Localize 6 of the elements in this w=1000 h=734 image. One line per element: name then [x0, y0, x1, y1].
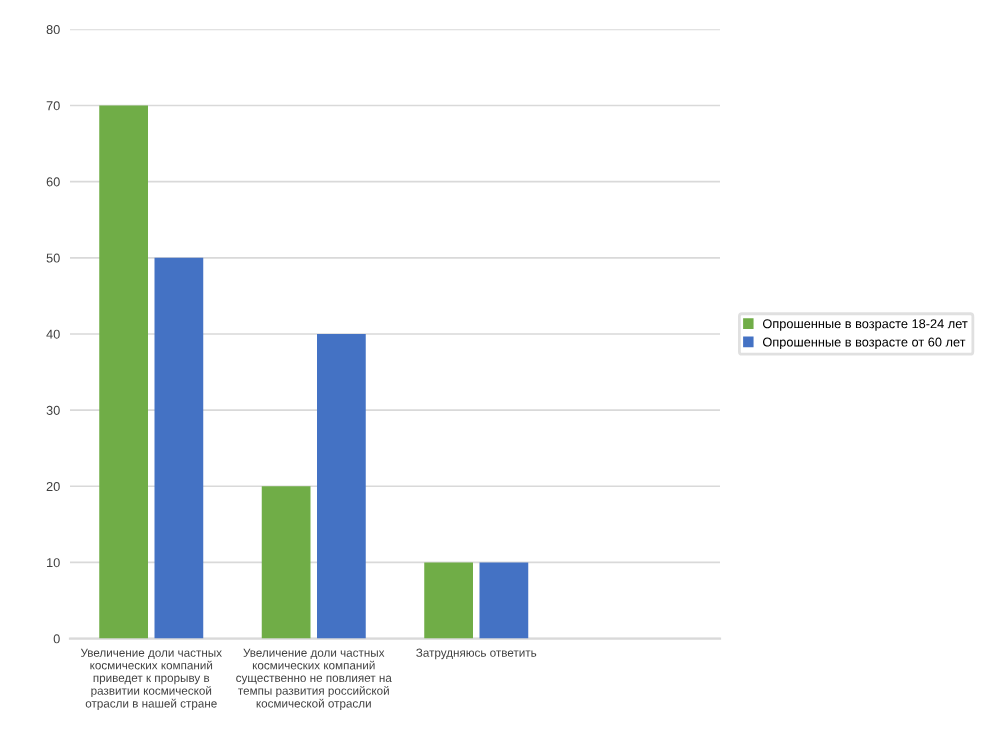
bar: [261, 486, 311, 639]
bar: [424, 562, 473, 639]
bar: [154, 257, 204, 639]
bar: [99, 105, 148, 639]
bar: [479, 562, 529, 639]
bar: [317, 333, 366, 639]
